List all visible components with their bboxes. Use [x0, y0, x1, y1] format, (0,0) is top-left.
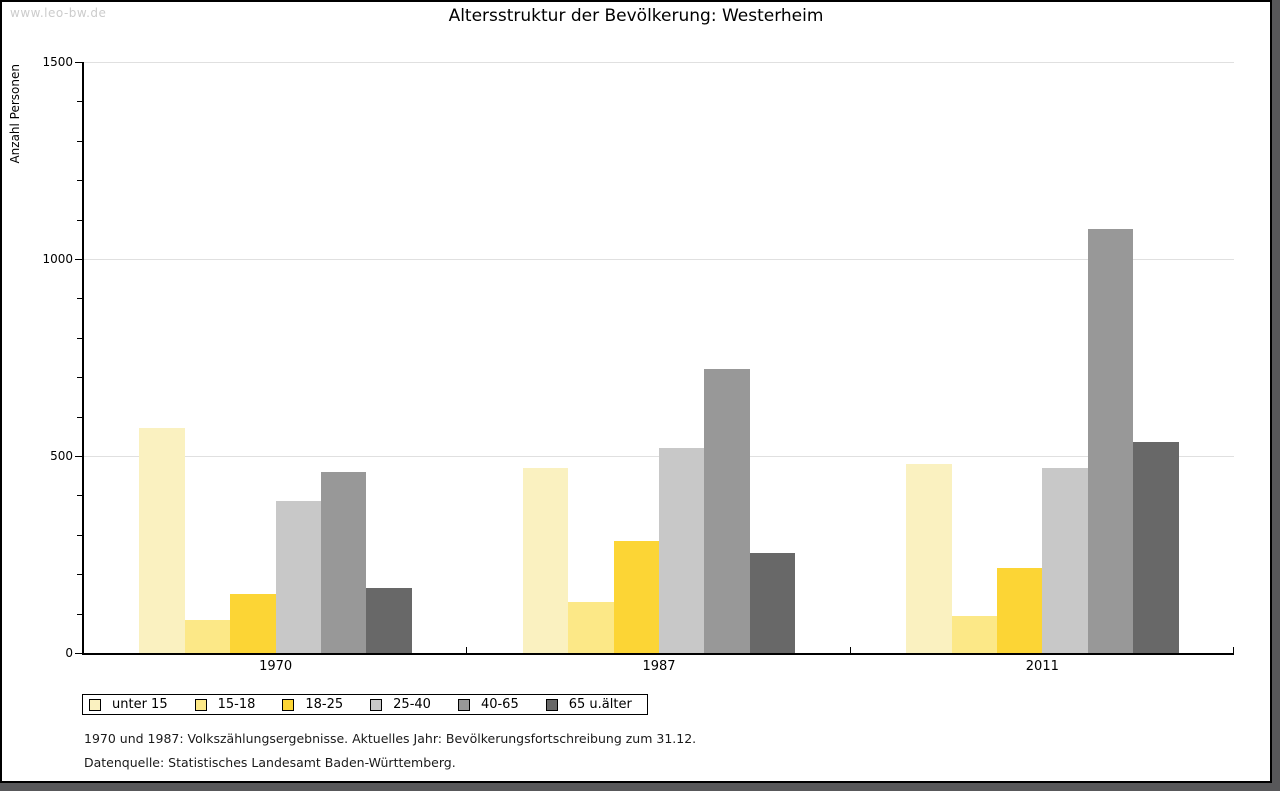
bar-1987-unter-15 [522, 467, 569, 653]
x-axis-category-label: 2011 [1025, 659, 1059, 674]
y-axis-tick [77, 613, 82, 615]
bar-1970-65-u.älter [366, 588, 412, 653]
legend-item-18-25: 18-25 [282, 697, 343, 712]
y-axis-tick [75, 456, 82, 457]
bar-1970-15-18 [184, 619, 231, 653]
y-axis-tick-label: 0 [65, 646, 73, 660]
legend-swatch [282, 698, 295, 711]
bar-2011-18-25 [996, 568, 1043, 653]
bar-1970-unter-15 [139, 428, 185, 653]
bar-1987-18-25 [613, 540, 659, 653]
legend-item-65-u.älter: 65 u.älter [545, 697, 632, 712]
bar-2011-65-u.älter [1133, 442, 1179, 653]
gridline-y1000 [84, 259, 1234, 260]
legend-item-unter-15: unter 15 [89, 697, 168, 712]
y-axis-tick [77, 219, 82, 221]
y-axis-tick-label: 1000 [42, 252, 73, 266]
legend-item-25-40: 25-40 [370, 697, 431, 712]
bar-1970-40-65 [321, 471, 367, 653]
bar-1970-25-40 [275, 501, 322, 653]
y-axis-tick [77, 377, 82, 379]
bar-1970-18-25 [230, 593, 276, 653]
y-axis-tick [77, 180, 82, 182]
legend-swatch [545, 698, 558, 711]
bar-1987-25-40 [659, 448, 705, 653]
x-axis-category-label: 1987 [642, 659, 676, 674]
legend-swatch [194, 698, 207, 711]
y-axis-tick [75, 653, 82, 654]
bar-2011-25-40 [1042, 467, 1088, 653]
bar-1987-65-u.älter [749, 552, 796, 653]
legend-swatch [457, 698, 470, 711]
bar-1987-40-65 [704, 369, 750, 653]
y-axis-tick [77, 416, 82, 418]
bar-2011-40-65 [1087, 229, 1134, 653]
x-axis-tick [466, 647, 468, 653]
y-axis-label: Anzahl Personen [8, 64, 22, 164]
y-axis-tick [77, 337, 82, 339]
gridline-y1500 [84, 62, 1234, 63]
site-watermark: www.leo-bw.de [10, 6, 107, 20]
bar-2011-15-18 [951, 615, 997, 653]
x-axis-tick [849, 647, 851, 653]
legend-label: 65 u.älter [568, 697, 632, 712]
footnote-source-note: 1970 und 1987: Volkszählungsergebnisse. … [84, 731, 697, 746]
legend-swatch [370, 698, 383, 711]
y-axis-tick [77, 140, 82, 142]
legend-label: 25-40 [393, 697, 431, 712]
y-axis-tick [77, 534, 82, 536]
y-axis-tick-label: 1500 [42, 55, 73, 69]
y-axis-tick [77, 495, 82, 497]
legend-item-40-65: 40-65 [457, 697, 519, 712]
legend-label: 18-25 [305, 697, 344, 712]
y-axis-tick [75, 259, 82, 260]
x-axis-tick [1233, 647, 1234, 653]
chart-title: Altersstruktur der Bevölkerung: Westerhe… [448, 6, 824, 26]
legend-swatch [89, 698, 101, 711]
footnote-data-source: Datenquelle: Statistisches Landesamt Bad… [84, 755, 456, 770]
y-axis-tick [77, 574, 82, 576]
y-axis-tick [75, 62, 82, 63]
y-axis-tick [77, 298, 82, 300]
bar-2011-unter-15 [906, 463, 952, 653]
y-axis-tick-label: 500 [50, 449, 73, 463]
x-axis-category-label: 1970 [259, 659, 293, 674]
legend: unter 15 15-18 18-25 25-40 40-65 65 u.älter [82, 694, 648, 715]
bar-1987-15-18 [568, 601, 614, 653]
legend-label: unter 15 [112, 697, 168, 712]
y-axis-tick [77, 101, 82, 103]
legend-label: 40-65 [480, 697, 519, 712]
legend-item-15-18: 15-18 [194, 697, 256, 712]
legend-label: 15-18 [217, 697, 256, 712]
plot-area: 0 500 1000 1500 1970 1987 2011 [42, 55, 1234, 674]
